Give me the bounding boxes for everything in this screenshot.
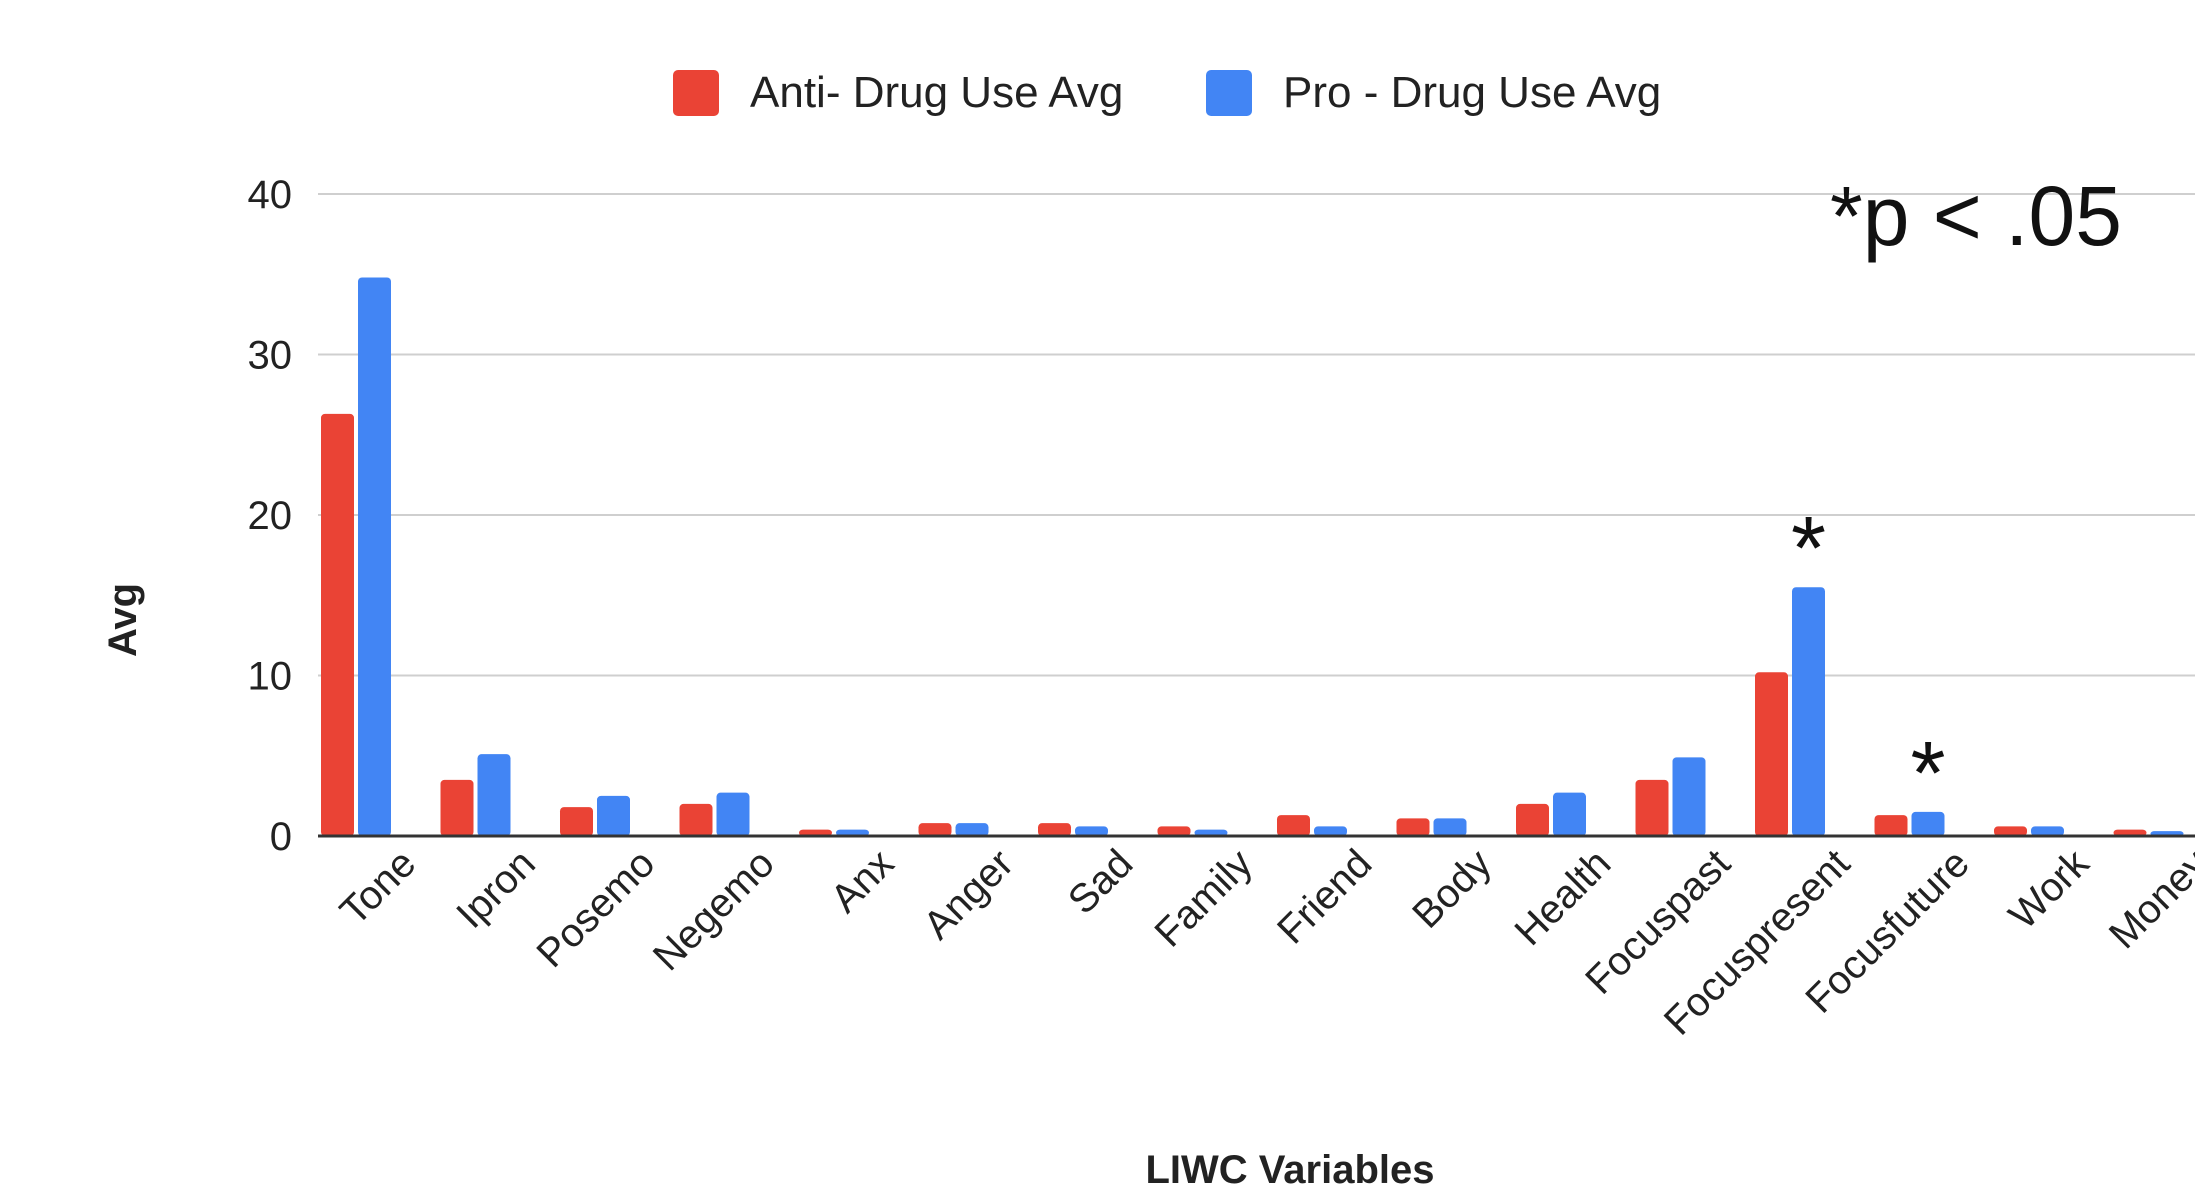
x-tick-label: Money [2101,841,2195,957]
x-tick-label: Friend [1269,841,1380,952]
bar-pro-family [1194,829,1228,836]
annotations: *p < .05 * * [1791,169,2122,824]
legend-swatch [673,70,719,116]
bar-anti-focusfuture [1874,815,1908,836]
legend-label: Anti- Drug Use Avg [750,68,1123,117]
bar-anti-ipron [440,779,474,836]
y-axis-title: Avg [101,583,145,657]
bar-anti-work [1994,826,2027,836]
bar-anti-anger [918,823,952,836]
bar-pro-posemo [597,795,630,836]
bar-pro-sad [1075,826,1108,836]
bar-anti-tone [321,413,354,836]
x-tick-label: Anger [915,841,1022,948]
bar-pro-focusfuture [1911,811,1945,836]
y-tick-label: 0 [270,815,292,859]
bar-anti-focuspast [1635,779,1669,836]
bar-pro-focuspresent [1792,587,1825,836]
x-tick-label: Health [1506,841,1619,954]
bar-anti-negemo [679,803,713,836]
bars [321,277,2184,837]
y-tick-label: 10 [248,655,293,699]
bar-pro-friend [1314,826,1347,836]
bar-anti-focuspresent [1755,672,1788,836]
y-tick-label: 20 [248,494,293,538]
y-tick-label: 30 [248,334,293,378]
bar-pro-tone [358,277,391,837]
gridlines [318,193,2195,677]
bar-pro-negemo [716,792,750,836]
bar-pro-health [1553,792,1586,836]
bar-pro-focuspast [1672,757,1706,836]
x-tick-label: Work [2001,841,2098,938]
x-tick-label: Family [1146,841,1260,955]
x-tick-label: Sad [1060,841,1141,922]
significance-note: *p < .05 [1830,169,2122,263]
significance-star-focusfuture: * [1910,724,1945,824]
bar-anti-money [2113,829,2147,836]
bar-anti-anx [799,829,832,836]
x-tick-label: Anx [823,841,903,921]
y-tick-label: 40 [248,173,293,217]
bar-anti-friend [1277,815,1310,836]
significance-star-focuspresent: * [1791,499,1826,599]
bar-pro-anger [955,823,989,836]
bar-pro-ipron [477,754,511,836]
bar-anti-health [1516,803,1549,836]
bar-pro-work [2031,826,2064,836]
x-axis-title: LIWC Variables [1146,1148,1435,1192]
bar-anti-body [1396,818,1430,836]
bar-anti-posemo [560,807,593,836]
x-tick-label: Body [1404,841,1500,937]
x-tick-label: Negemo [645,841,783,979]
bar-pro-anx [836,829,869,836]
legend-swatch [1206,70,1252,116]
legend: Anti- Drug Use Avg Pro - Drug Use Avg [673,68,1661,117]
x-tick-label: Ipron [448,841,544,937]
x-tick-label: Posemo [528,841,663,976]
x-tick-label: Tone [332,841,424,933]
bar-pro-body [1433,818,1467,836]
bar-anti-sad [1038,823,1071,836]
legend-label: Pro - Drug Use Avg [1283,68,1661,117]
bar-anti-family [1157,826,1191,836]
